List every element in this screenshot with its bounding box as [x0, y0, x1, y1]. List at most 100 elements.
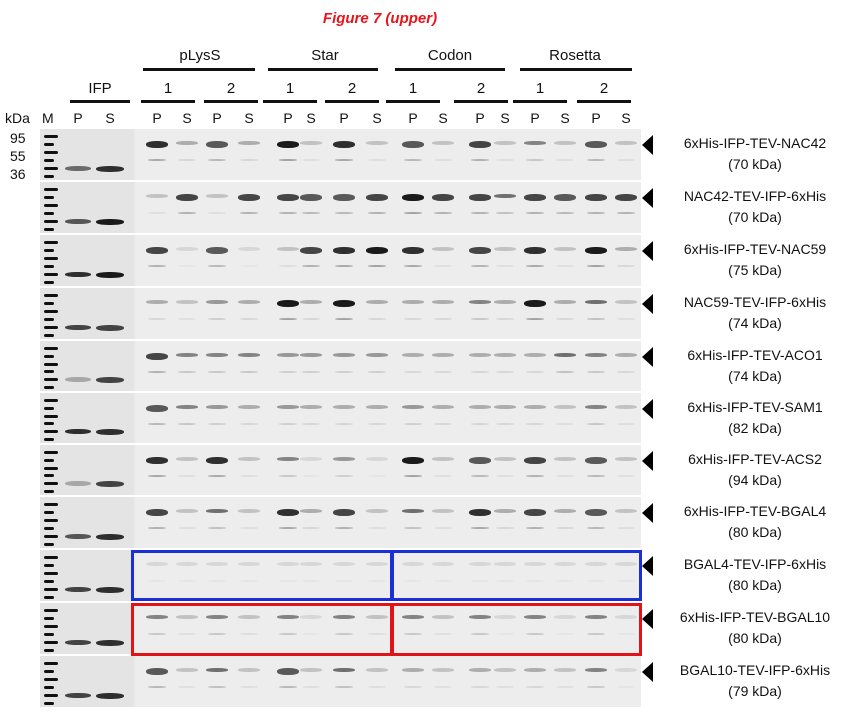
gel-band [554, 562, 576, 566]
construct-label: 6xHis-IFP-TEV-BGAL4 (80 kDa) [660, 501, 850, 543]
gel-band [434, 265, 452, 267]
gel-band [335, 159, 353, 161]
sample-panel [136, 288, 641, 339]
lane-label: S [182, 110, 192, 126]
group-bar-plyss [143, 68, 255, 71]
gel-band [494, 141, 516, 145]
gel-band [300, 509, 322, 513]
gel-band [146, 247, 168, 254]
gel-band [335, 527, 353, 529]
gel-band [556, 159, 574, 161]
replicate-bar [204, 100, 258, 103]
gel-band [65, 693, 91, 698]
gel-band [526, 475, 544, 477]
gel-band [176, 615, 198, 619]
gel-band [279, 686, 297, 688]
ladder-band [44, 641, 58, 644]
gel-band [96, 481, 124, 487]
construct-mw: (80 kDa) [728, 577, 782, 593]
construct-mw: (70 kDa) [728, 209, 782, 225]
gel-band [96, 377, 124, 383]
gel-band [494, 509, 516, 513]
gel-band [471, 475, 489, 477]
gel-band [524, 194, 546, 201]
gel-band [587, 212, 605, 214]
gel-band [366, 300, 388, 304]
gel-band [585, 509, 607, 516]
ladder-band [44, 406, 54, 410]
gel-band [556, 212, 574, 214]
gel-band [300, 562, 322, 566]
gel-band [585, 562, 607, 566]
gel-band [615, 353, 637, 357]
gel-band [494, 615, 516, 619]
gel-band [434, 159, 452, 161]
construct-mw: (82 kDa) [728, 420, 782, 436]
gel-band [146, 457, 168, 464]
ladder-band [44, 326, 58, 329]
construct-name: NAC42-TEV-IFP-6xHis [683, 188, 827, 204]
gel-band [617, 686, 635, 688]
gel-band [148, 318, 166, 320]
gel-band [96, 325, 124, 331]
ladder-band [44, 694, 58, 697]
sample-panel [136, 656, 641, 707]
gel-band [176, 353, 198, 357]
gel-band [146, 194, 168, 198]
gel-band [617, 475, 635, 477]
ladder-band [44, 294, 58, 297]
gel-band [404, 265, 422, 267]
gel-band [300, 457, 322, 461]
ladder-band [44, 535, 58, 538]
replicate-label: 2 [476, 80, 486, 97]
gel-band [585, 615, 607, 619]
lane-label: P [408, 110, 418, 126]
gel-band [402, 247, 424, 254]
gel-band [526, 423, 544, 425]
gel-band [333, 247, 355, 254]
gel-band [238, 247, 260, 251]
replicate-bar [141, 100, 195, 103]
gel-band [333, 405, 355, 409]
ladder-band [44, 617, 54, 620]
gel-strip [40, 550, 641, 601]
gel-band [524, 247, 546, 254]
gel-band [277, 457, 299, 461]
target-band-arrow-icon [642, 451, 653, 471]
gel-band [404, 633, 422, 635]
gel-band [208, 527, 226, 529]
gel-band [556, 265, 574, 267]
gel-band [302, 265, 320, 267]
replicate-bar [325, 100, 379, 103]
gel-band [146, 405, 168, 412]
construct-name: 6xHis-IFP-TEV-SAM1 [687, 399, 823, 415]
gel-band [146, 615, 168, 619]
gel-band [368, 527, 386, 529]
gel-band [335, 212, 353, 214]
gel-band [146, 300, 168, 304]
gel-band [402, 615, 424, 619]
gel-band [585, 668, 607, 672]
gel-band [615, 247, 637, 251]
gel-band [617, 159, 635, 161]
ladder-band [44, 458, 54, 462]
group-label-codon: Codon [427, 47, 473, 64]
gel-band [585, 405, 607, 409]
sample-panel [136, 497, 641, 548]
gel-band [471, 423, 489, 425]
gel-band [368, 212, 386, 214]
construct-label: 6xHis-IFP-TEV-NAC42 (70 kDa) [660, 133, 850, 175]
ladder-band [44, 370, 54, 374]
gel-band [238, 405, 260, 409]
replicate-label: 1 [535, 80, 545, 97]
gel-band [615, 615, 637, 619]
gel-band [333, 615, 355, 619]
gel-band [300, 405, 322, 409]
gel-band [176, 405, 198, 409]
gel-band [432, 194, 454, 201]
gel-band [434, 527, 452, 529]
gel-band [208, 475, 226, 477]
construct-name: BGAL4-TEV-IFP-6xHis [683, 556, 827, 572]
gel-band [277, 668, 299, 675]
marker-95: 95 [10, 130, 26, 146]
